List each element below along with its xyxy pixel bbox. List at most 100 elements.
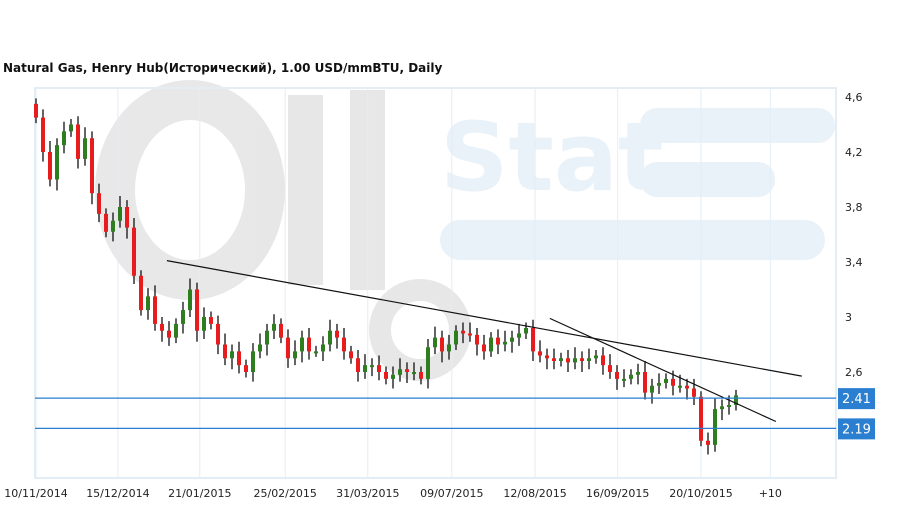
candle-body <box>468 333 472 336</box>
candle-body <box>349 351 353 359</box>
candle-body <box>699 396 703 441</box>
candle-body <box>202 317 206 331</box>
candle-body <box>90 138 94 194</box>
candle-body <box>167 330 171 338</box>
candle-body <box>678 385 682 388</box>
candle-body <box>496 337 500 345</box>
candle-body <box>62 131 66 146</box>
candle-body <box>342 337 346 352</box>
candle-body <box>160 323 164 331</box>
candle-body <box>734 395 738 405</box>
candle-body <box>314 351 318 354</box>
candle-body <box>258 344 262 352</box>
level-badge-label: 2.19 <box>842 422 871 437</box>
candle-body <box>97 193 101 214</box>
candle-body <box>125 207 129 228</box>
candle-body <box>594 355 598 359</box>
candle-body <box>328 330 332 345</box>
candle-body <box>531 328 535 352</box>
candle-body <box>517 333 521 338</box>
candle-body <box>146 296 150 311</box>
candle-body <box>34 103 38 118</box>
candle-body <box>356 358 360 372</box>
y-tick-label: 3 <box>845 311 852 324</box>
candle-body <box>454 330 458 345</box>
candle-body <box>510 337 514 342</box>
candle-body <box>671 378 675 386</box>
oilstat-watermark: Stat <box>95 80 835 381</box>
candle-body <box>265 330 269 345</box>
x-tick-label: 20/10/2015 <box>669 487 732 500</box>
candle-body <box>475 334 479 345</box>
level-badge <box>838 388 875 410</box>
candle-body <box>608 365 612 372</box>
candle-body <box>293 351 297 359</box>
candle-body <box>566 358 570 363</box>
candle-body <box>524 328 528 334</box>
candle-body <box>692 388 696 397</box>
plot-frame <box>34 87 837 479</box>
candle-body <box>216 323 220 345</box>
candle-body <box>664 378 668 383</box>
candle-body <box>174 323 178 338</box>
candle-body <box>321 344 325 352</box>
candle-body <box>237 351 241 366</box>
candle-body <box>650 385 654 393</box>
x-tick-label: 15/12/2014 <box>86 487 149 500</box>
candle-body <box>55 145 59 180</box>
candle-body <box>412 372 416 374</box>
candle-body <box>398 369 402 375</box>
candle-body <box>188 289 192 311</box>
candle-body <box>482 344 486 352</box>
candle-body <box>440 337 444 352</box>
x-tick-label: +10 <box>759 487 782 500</box>
x-tick-label: 31/03/2015 <box>336 487 399 500</box>
candle-body <box>405 369 409 372</box>
x-tick-label: 16/09/2015 <box>586 487 649 500</box>
candle-body <box>720 406 724 410</box>
candle-body <box>335 330 339 338</box>
x-tick-label: 25/02/2015 <box>253 487 316 500</box>
candle-body <box>615 372 619 379</box>
candle-body <box>545 355 549 359</box>
candle-body <box>391 374 395 379</box>
chart-title: Natural Gas, Henry Hub(Исторический), 1.… <box>3 61 443 75</box>
candle-body <box>41 117 45 152</box>
candle-body <box>377 365 381 372</box>
level-badge <box>838 418 875 440</box>
x-tick-label: 10/11/2014 <box>4 487 67 500</box>
candle-body <box>195 289 199 331</box>
candle-body <box>503 341 507 345</box>
candle-body <box>419 372 423 379</box>
candle-body <box>111 220 115 232</box>
candle-body <box>118 207 122 221</box>
candle-body <box>587 358 591 361</box>
candle-body <box>139 275 143 311</box>
candle-body <box>552 358 556 361</box>
x-tick-label: 12/08/2015 <box>503 487 566 500</box>
x-tick-label: 21/01/2015 <box>168 487 231 500</box>
candle-body <box>559 358 563 361</box>
candle-body <box>622 378 626 381</box>
candle-body <box>580 358 584 361</box>
candle-body <box>153 296 157 324</box>
candle-body <box>657 383 661 386</box>
candle-body <box>685 385 689 389</box>
trendline <box>166 260 802 377</box>
candle-body <box>433 337 437 348</box>
candle-body <box>251 351 255 372</box>
candle-body <box>447 344 451 352</box>
candle-body <box>230 351 234 359</box>
candle-body <box>706 440 710 445</box>
trendline <box>549 317 777 423</box>
candle-body <box>76 124 80 159</box>
candle-body <box>363 365 367 372</box>
candle-body <box>132 227 136 276</box>
candle-body <box>83 138 87 159</box>
candle-body <box>300 337 304 352</box>
candle-body <box>713 409 717 445</box>
y-tick-label: 4,6 <box>845 91 863 104</box>
candle-body <box>181 310 185 324</box>
candle-body <box>489 337 493 352</box>
